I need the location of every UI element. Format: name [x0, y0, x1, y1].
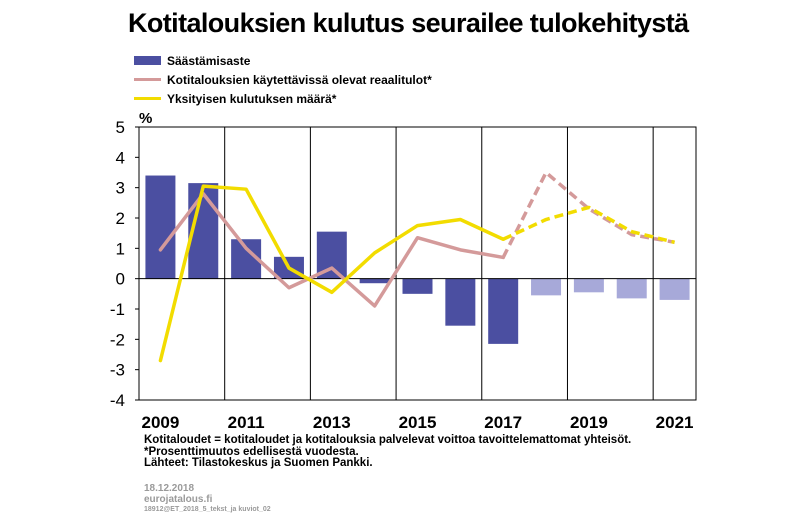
series-line-forecast — [502, 205, 675, 244]
legend-item-real-income: Kotitalouksien käytettävissä olevat reaa… — [134, 70, 432, 89]
legend-swatch-line-consumption — [134, 97, 161, 100]
plot-frame — [138, 126, 697, 401]
bar — [488, 278, 519, 344]
x-tick-label: 2017 — [484, 413, 522, 432]
legend: Säästämisaste Kotitalouksien käytettävis… — [134, 51, 432, 108]
legend-swatch-line-income — [134, 78, 161, 81]
footnotes: Kotitaloudet = kotitaloudet ja kotitalou… — [144, 434, 632, 470]
series-line-forecast — [501, 170, 675, 259]
bar — [145, 175, 176, 279]
series-line — [158, 184, 505, 363]
bar — [445, 278, 476, 326]
series-line — [158, 191, 505, 308]
legend-item-consumption: Yksityisen kulutuksen määrä* — [134, 89, 432, 108]
bar — [359, 278, 390, 284]
y-tick-label: 5 — [116, 118, 125, 137]
y-tick-label: 3 — [116, 179, 125, 198]
legend-label-consumption: Yksityisen kulutuksen määrä* — [167, 91, 337, 106]
bar — [573, 278, 604, 293]
y-tick-label: -1 — [110, 300, 125, 319]
bar — [659, 278, 690, 300]
y-tick-label: 0 — [116, 270, 125, 289]
x-tick-label: 2021 — [656, 413, 694, 432]
x-tick-label: 2015 — [399, 413, 437, 432]
legend-label-real-income: Kotitalouksien käytettävissä olevat reaa… — [167, 72, 432, 87]
bar — [616, 278, 647, 299]
publication-date: 18.12.2018 — [144, 483, 195, 494]
y-tick-label: -2 — [110, 330, 125, 349]
x-tick-label: 2011 — [228, 413, 265, 432]
publication-meta: 18.12.2018 eurojatalous.fi 18912@ET_2018… — [144, 483, 271, 515]
y-tick-label: 2 — [116, 209, 125, 228]
legend-item-saving-rate: Säästämisaste — [134, 51, 432, 70]
bar — [531, 278, 562, 296]
x-tick-label: 2013 — [313, 413, 351, 432]
chart-title: Kotitalouksien kulutus seurailee tulokeh… — [128, 8, 689, 38]
legend-label-saving-rate: Säästämisaste — [167, 53, 251, 68]
legend-swatch-bar — [134, 56, 161, 65]
y-tick-label: -4 — [110, 391, 125, 410]
bar — [402, 278, 433, 294]
y-tick-label: -3 — [110, 361, 125, 380]
footnote-sources: Lähteet: Tilastokeskus ja Suomen Pankki. — [144, 457, 373, 469]
x-tick-label: 2019 — [570, 413, 608, 432]
y-tick-label: 1 — [116, 239, 125, 258]
publication-code: 18912@ET_2018_5_tekst_ja kuviot_02 — [144, 506, 271, 513]
y-axis-label: % — [139, 110, 152, 127]
footnote-definition: Kotitaloudet = kotitaloudet ja kotitalou… — [144, 434, 632, 446]
y-tick-label: 4 — [116, 148, 125, 167]
footnote-percent-change: *Prosenttimuutos edellisestä vuodesta. — [144, 445, 359, 458]
publication-site: eurojatalous.fi — [144, 494, 213, 505]
x-tick-label: 2009 — [142, 413, 180, 432]
